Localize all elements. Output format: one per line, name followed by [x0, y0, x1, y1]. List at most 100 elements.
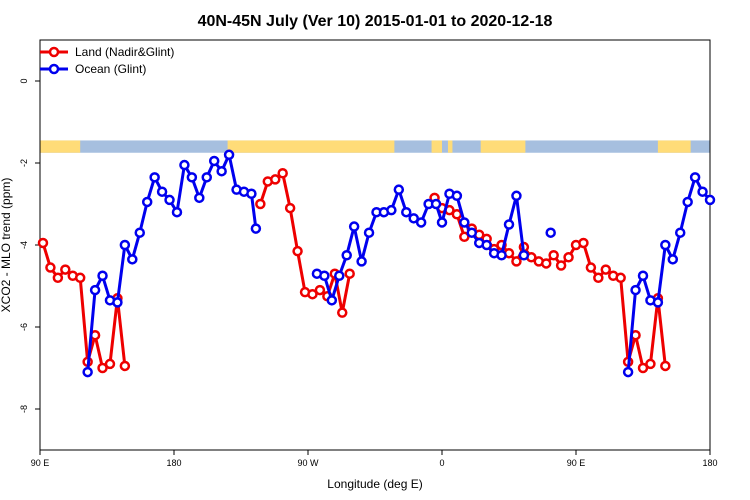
data-point [660, 239, 671, 251]
data-point [697, 186, 708, 197]
legend-marker-land [48, 46, 60, 58]
data-point [451, 209, 463, 220]
data-point [127, 254, 138, 265]
data-point [667, 254, 679, 265]
data-point [307, 288, 318, 300]
data-point [52, 272, 64, 284]
data-point [563, 252, 574, 263]
data-point [637, 270, 649, 281]
data-point [334, 270, 345, 281]
data-point [314, 284, 326, 296]
land-band [447, 140, 453, 153]
data-point [60, 264, 71, 275]
data-point [393, 184, 405, 195]
data-point [341, 250, 352, 261]
legend-marker-ocean [48, 63, 60, 75]
data-point [415, 217, 427, 228]
chart-title: 40N-45N July (Ver 10) 2015-01-01 to 2020… [198, 13, 553, 30]
data-point [89, 284, 101, 296]
data-point [408, 213, 419, 224]
data-point [548, 250, 559, 261]
y-axis: 0 -2 -4 -6 -8 [19, 78, 40, 413]
x-tick-label: 180 [702, 458, 717, 468]
plot-frame [39, 39, 711, 451]
data-point [593, 272, 604, 284]
data-point [555, 260, 567, 271]
series-land [37, 168, 671, 374]
land-band [40, 140, 81, 153]
x-tick-label: 180 [166, 458, 181, 468]
data-point [208, 155, 220, 167]
data-point [430, 198, 442, 210]
y-tick-label: -4 [19, 241, 29, 249]
data-point [348, 221, 360, 232]
land-band [657, 140, 691, 153]
data-point [674, 227, 686, 238]
data-point [284, 202, 296, 214]
data-point [255, 198, 266, 210]
data-point [401, 206, 412, 218]
data-point [600, 264, 612, 275]
data-point [645, 358, 656, 370]
data-point [540, 258, 552, 269]
data-point [292, 245, 303, 257]
data-point [459, 231, 470, 243]
data-point [277, 168, 288, 179]
data-point [386, 204, 397, 216]
data-point [319, 270, 330, 281]
y-tick-label: 0 [19, 78, 29, 83]
data-point [660, 360, 671, 372]
legend-label-land: Land (Nadir&Glint) [75, 45, 174, 59]
data-point [336, 307, 348, 318]
data-point [104, 358, 116, 370]
series-line [41, 242, 127, 370]
data-point [97, 362, 108, 374]
data-point [194, 192, 205, 204]
legend-label-ocean: Ocean (Glint) [75, 62, 146, 76]
x-axis: 90 E 180 90 W 0 90 E 180 [31, 450, 718, 468]
data-point [451, 190, 463, 202]
legend: Land (Nadir&Glint) Ocean (Glint) [40, 45, 174, 76]
data-point [363, 227, 375, 238]
data-point [578, 237, 589, 249]
data-point [496, 250, 507, 261]
land-band [431, 140, 442, 153]
data-point [141, 196, 153, 208]
y-tick-label: -6 [19, 323, 29, 331]
data-point [269, 174, 281, 185]
data-point [216, 165, 227, 177]
data-point [503, 219, 515, 230]
x-tick-label: 90 W [297, 458, 319, 468]
data-point [246, 188, 257, 199]
data-point [637, 362, 649, 374]
x-tick-label: 90 E [567, 458, 586, 468]
data-point [436, 217, 448, 228]
land-ocean-strip [40, 140, 710, 153]
data-point [156, 186, 168, 197]
data-point [201, 172, 213, 183]
data-point [511, 256, 522, 267]
land-band [480, 140, 526, 153]
data-point [119, 360, 131, 372]
series-layer [37, 149, 716, 378]
data-point [481, 239, 492, 251]
data-point [630, 284, 641, 296]
data-point [164, 194, 175, 206]
land-band [227, 140, 395, 153]
data-point [704, 194, 716, 206]
data-point [344, 268, 355, 279]
series-ocean [82, 149, 716, 378]
data-point [179, 159, 190, 171]
data-point [186, 172, 198, 183]
data-point [171, 206, 183, 218]
data-point [518, 250, 530, 261]
x-tick-label: 0 [439, 458, 444, 468]
data-point [615, 272, 626, 284]
data-point [466, 227, 478, 238]
data-point [585, 262, 597, 273]
y-axis-title: XCO2 - MLO trend (ppm) [0, 178, 13, 313]
data-point [223, 149, 235, 161]
data-point [82, 366, 93, 378]
data-point [459, 217, 470, 228]
